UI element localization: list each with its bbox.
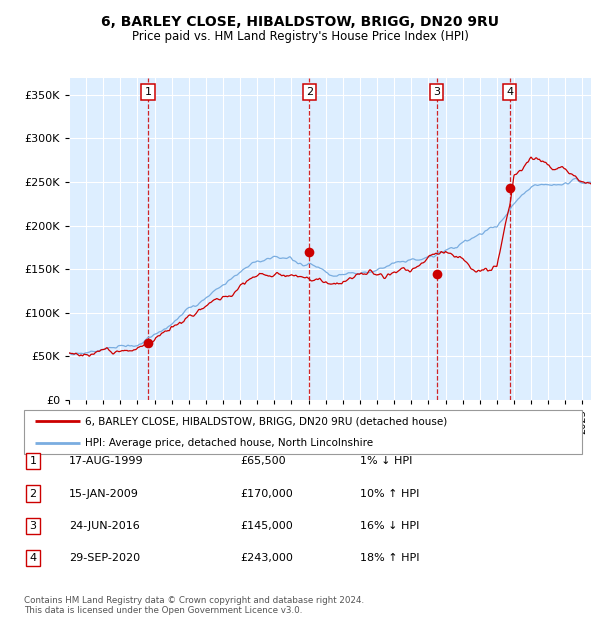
Text: 6, BARLEY CLOSE, HIBALDSTOW, BRIGG, DN20 9RU: 6, BARLEY CLOSE, HIBALDSTOW, BRIGG, DN20… [101, 16, 499, 30]
Text: Price paid vs. HM Land Registry's House Price Index (HPI): Price paid vs. HM Land Registry's House … [131, 30, 469, 43]
Text: 1: 1 [145, 87, 152, 97]
Text: 3: 3 [433, 87, 440, 97]
Text: Contains HM Land Registry data © Crown copyright and database right 2024.
This d: Contains HM Land Registry data © Crown c… [24, 596, 364, 615]
Text: 1% ↓ HPI: 1% ↓ HPI [360, 456, 412, 466]
FancyBboxPatch shape [24, 410, 582, 454]
Text: £243,000: £243,000 [240, 553, 293, 563]
Text: 2: 2 [306, 87, 313, 97]
Text: 29-SEP-2020: 29-SEP-2020 [69, 553, 140, 563]
Text: 15-JAN-2009: 15-JAN-2009 [69, 489, 139, 498]
Text: £170,000: £170,000 [240, 489, 293, 498]
Text: 6, BARLEY CLOSE, HIBALDSTOW, BRIGG, DN20 9RU (detached house): 6, BARLEY CLOSE, HIBALDSTOW, BRIGG, DN20… [85, 416, 448, 427]
Text: 16% ↓ HPI: 16% ↓ HPI [360, 521, 419, 531]
Text: 3: 3 [29, 521, 37, 531]
Text: 4: 4 [506, 87, 513, 97]
Text: 1: 1 [29, 456, 37, 466]
Text: HPI: Average price, detached house, North Lincolnshire: HPI: Average price, detached house, Nort… [85, 438, 374, 448]
Text: 10% ↑ HPI: 10% ↑ HPI [360, 489, 419, 498]
Text: £145,000: £145,000 [240, 521, 293, 531]
Text: 24-JUN-2016: 24-JUN-2016 [69, 521, 140, 531]
Text: 17-AUG-1999: 17-AUG-1999 [69, 456, 143, 466]
Text: 2: 2 [29, 489, 37, 498]
Text: 18% ↑ HPI: 18% ↑ HPI [360, 553, 419, 563]
Text: £65,500: £65,500 [240, 456, 286, 466]
Text: 4: 4 [29, 553, 37, 563]
